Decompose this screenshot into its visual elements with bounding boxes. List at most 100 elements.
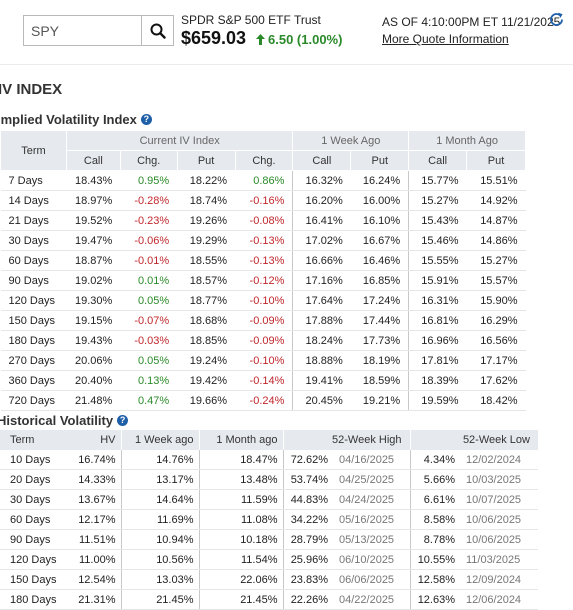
iv-week-call-cell: 16.41%: [292, 210, 351, 231]
iv-call-chg-cell: -0.06%: [120, 230, 178, 251]
iv-call-cell: 18.97%: [66, 190, 121, 211]
iv-call-chg-cell: 0.47%: [120, 390, 178, 411]
iv-put-chg-cell: -0.16%: [235, 190, 293, 211]
hv-52w-high-date-cell: 04/22/2025: [333, 589, 410, 610]
iv-week-call-cell: 17.02%: [292, 230, 351, 251]
iv-week-put-cell: 16.46%: [350, 250, 409, 271]
table-row: 14 Days 18.97% -0.28% 18.74% -0.16% 16.20% 16.…: [0, 190, 526, 211]
hv-52w-low-date-cell: 10/06/2025: [460, 509, 538, 530]
iv-month-put-cell: 17.62%: [466, 370, 526, 391]
hv-term-cell: 150 Days: [0, 569, 70, 590]
hv-52w-low-date-cell: 10/03/2025: [460, 469, 538, 490]
help-icon[interactable]: ?: [140, 114, 152, 125]
page-title: IV INDEX: [0, 81, 63, 98]
iv-week-call-cell: 16.20%: [292, 190, 351, 211]
hv-value-cell: 12.54%: [70, 569, 121, 590]
hv-week-cell: 11.69%: [120, 509, 199, 530]
hv-col-month: 1 Month ago: [198, 430, 283, 450]
hv-52w-low-cell: 5.66%: [409, 469, 460, 490]
iv-col-call: Call: [65, 150, 121, 171]
iv-month-put-cell: 14.92%: [466, 190, 526, 211]
hv-col-52w-low: 52-Week Low: [409, 430, 538, 450]
iv-month-call-cell: 16.31%: [408, 290, 467, 311]
table-row: 7 Days 18.43% 0.95% 18.22% 0.86% 16.32% 16.24%…: [0, 170, 526, 191]
table-row: 30 Days 13.67% 14.64% 11.59% 44.83% 04/24/202…: [0, 489, 538, 510]
hv-52w-high-date-cell: 04/25/2025: [333, 469, 410, 490]
hv-52w-high-cell: 23.83%: [282, 569, 333, 590]
iv-call-cell: 18.87%: [66, 250, 121, 271]
iv-call-chg-cell: 0.13%: [120, 370, 178, 391]
help-icon[interactable]: ?: [117, 415, 129, 426]
iv-month-call-cell: 15.91%: [408, 270, 467, 291]
iv-put-cell: 18.22%: [177, 170, 236, 191]
iv-put-chg-cell: -0.13%: [235, 230, 293, 251]
iv-month-put-cell: 15.27%: [466, 250, 526, 271]
hv-term-cell: 180 Days: [0, 589, 70, 610]
iv-month-put-cell: 15.51%: [466, 170, 526, 191]
more-quote-link[interactable]: More Quote Information: [382, 32, 509, 46]
hv-month-cell: 11.08%: [198, 509, 283, 530]
iv-term-cell: 270 Days: [0, 350, 67, 371]
hv-month-cell: 22.06%: [198, 569, 283, 590]
iv-week-put-cell: 17.24%: [350, 290, 409, 311]
iv-week-put-cell: 16.24%: [350, 170, 409, 191]
table-row: 20 Days 14.33% 13.17% 13.48% 53.74% 04/25/202…: [0, 469, 538, 490]
iv-term-cell: 21 Days: [0, 210, 67, 231]
iv-month-call-cell: 15.55%: [408, 250, 467, 271]
table-row: 30 Days 19.47% -0.06% 19.29% -0.13% 17.02% 16.…: [0, 230, 526, 251]
iv-put-chg-cell: -0.09%: [235, 330, 293, 351]
hv-month-cell: 21.45%: [198, 589, 283, 610]
iv-call-chg-cell: -0.01%: [120, 250, 178, 271]
hv-value-cell: 12.17%: [70, 509, 121, 530]
iv-month-put-cell: 17.17%: [466, 350, 526, 371]
iv-week-call-cell: 20.45%: [292, 390, 351, 411]
search-button[interactable]: [141, 16, 173, 45]
iv-month-put-cell: 18.42%: [466, 390, 526, 411]
hv-month-cell: 18.47%: [198, 450, 283, 470]
iv-table-body: 7 Days 18.43% 0.95% 18.22% 0.86% 16.32% 16.24%…: [0, 170, 526, 411]
iv-put-chg-cell: -0.13%: [235, 250, 293, 271]
hv-52w-high-date-cell: 05/13/2025: [333, 529, 410, 550]
table-row: 720 Days 21.48% 0.47% 19.66% -0.24% 20.45% 19.…: [0, 390, 526, 411]
iv-put-cell: 18.85%: [177, 330, 236, 351]
iv-group-month: 1 Month Ago: [408, 130, 526, 151]
iv-put-chg-cell: -0.10%: [235, 290, 293, 311]
iv-call-chg-cell: -0.23%: [120, 210, 178, 231]
iv-col-week-put: Put: [350, 150, 410, 171]
iv-group-current: Current IV Index: [65, 130, 294, 151]
iv-week-put-cell: 16.10%: [350, 210, 409, 231]
hv-term-cell: 30 Days: [0, 489, 70, 510]
iv-call-cell: 21.48%: [66, 390, 121, 411]
table-row: 360 Days 20.40% 0.13% 19.42% -0.14% 19.41% 18.…: [0, 370, 526, 391]
iv-call-cell: 19.15%: [66, 310, 121, 331]
hv-week-cell: 13.17%: [120, 469, 199, 490]
iv-put-chg-cell: -0.24%: [235, 390, 293, 411]
iv-month-put-cell: 16.56%: [466, 330, 526, 351]
hv-value-cell: 11.00%: [70, 549, 121, 570]
iv-month-put-cell: 14.86%: [466, 230, 526, 251]
hv-52w-low-date-cell: 10/07/2025: [460, 489, 538, 510]
iv-call-cell: 19.30%: [66, 290, 121, 311]
iv-call-chg-cell: 0.01%: [120, 270, 178, 291]
iv-term-cell: 360 Days: [0, 370, 67, 391]
iv-week-put-cell: 19.21%: [350, 390, 409, 411]
hv-month-cell: 11.54%: [198, 549, 283, 570]
iv-week-call-cell: 18.88%: [292, 350, 351, 371]
iv-month-put-cell: 15.57%: [466, 270, 526, 291]
header-divider: [0, 64, 573, 65]
iv-month-put-cell: 14.87%: [466, 210, 526, 231]
hv-52w-high-date-cell: 06/10/2025: [333, 549, 410, 570]
table-row: 150 Days 19.15% -0.07% 18.68% -0.09% 17.88% 17…: [0, 310, 526, 331]
hv-col-52w-high: 52-Week High: [282, 430, 410, 450]
hv-section-title: Historical Volatility ?: [0, 413, 129, 428]
iv-week-call-cell: 17.16%: [292, 270, 351, 291]
symbol-search-input[interactable]: [24, 16, 141, 45]
iv-put-chg-cell: -0.12%: [235, 270, 293, 291]
iv-call-cell: 20.40%: [66, 370, 121, 391]
refresh-button[interactable]: [548, 11, 565, 33]
hv-52w-high-cell: 53.74%: [282, 469, 333, 490]
table-row: 120 Days 19.30% 0.05% 18.77% -0.10% 17.64% 17.…: [0, 290, 526, 311]
hv-term-cell: 20 Days: [0, 469, 70, 490]
refresh-icon: [550, 12, 563, 26]
table-row: 10 Days 16.74% 14.76% 18.47% 72.62% 04/16/202…: [0, 450, 538, 470]
